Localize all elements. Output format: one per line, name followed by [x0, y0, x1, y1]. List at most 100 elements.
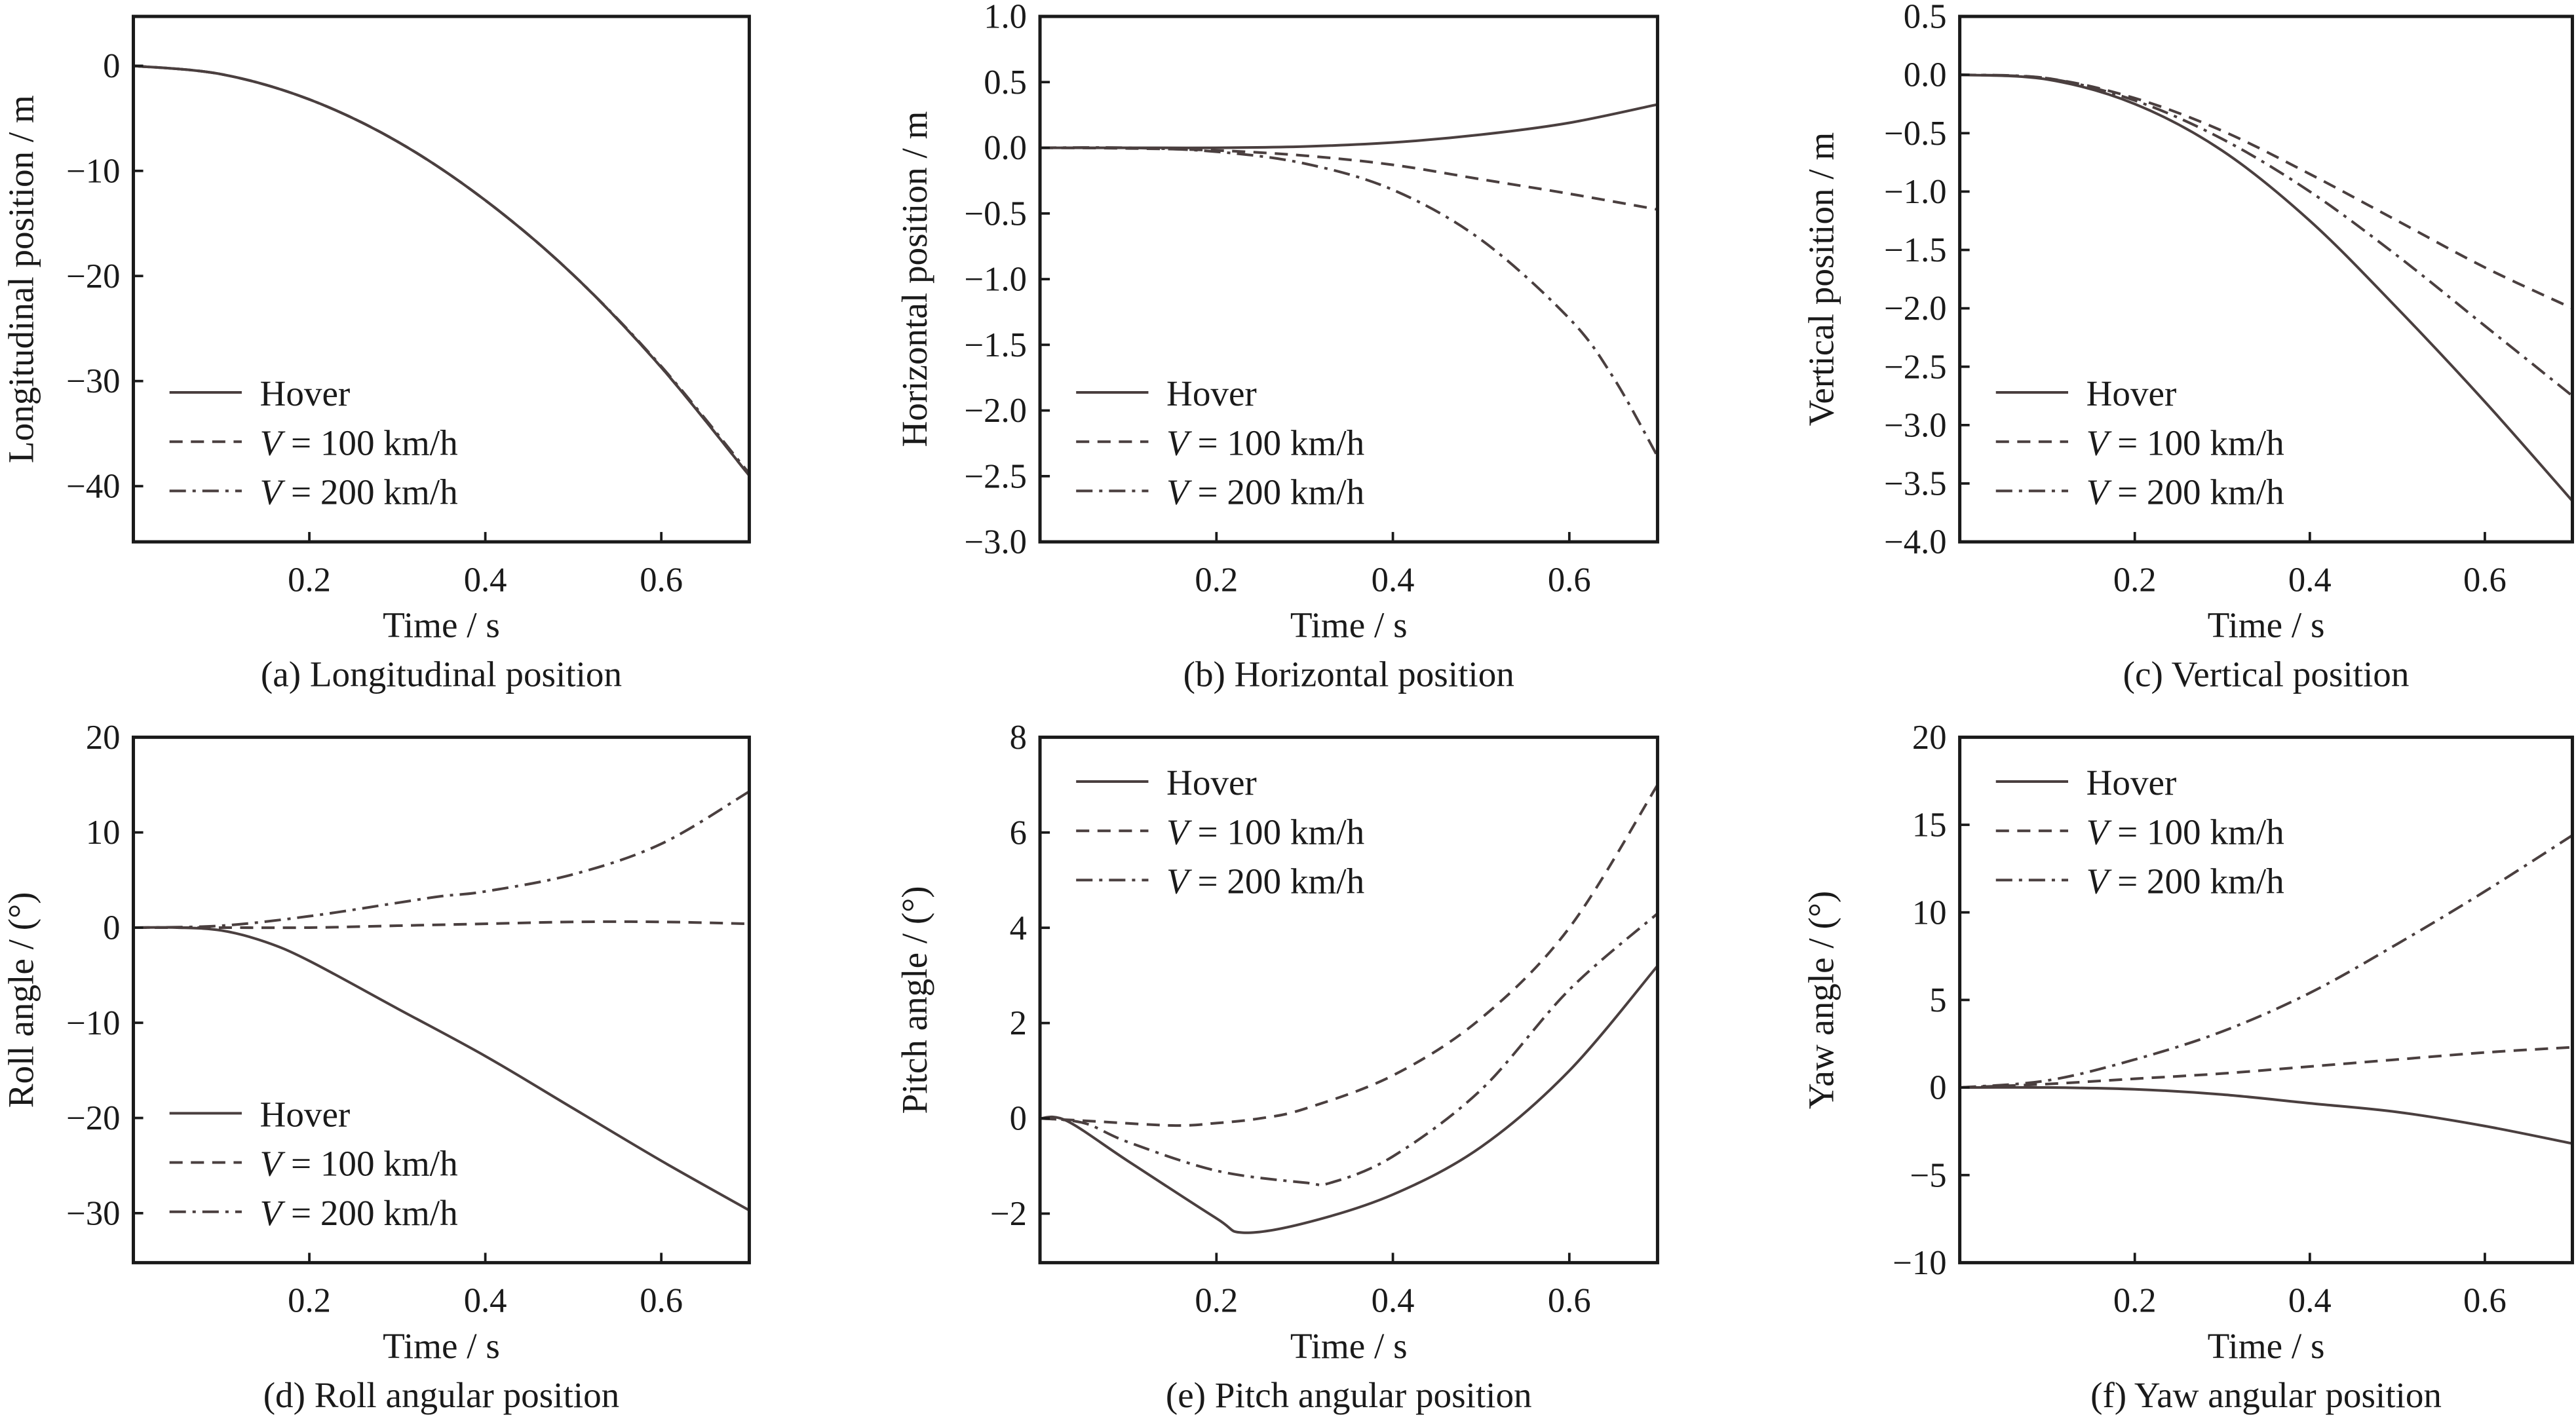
y-tick-label: −10 — [66, 152, 120, 190]
legend-label: = 100 km/h — [2108, 423, 2284, 463]
legend-variable: V — [2086, 472, 2112, 512]
y-tick-label: −2.0 — [1884, 290, 1946, 328]
panel-caption: (e) Pitch angular position — [1166, 1375, 1532, 1415]
y-tick-label: 0 — [1929, 1069, 1946, 1107]
x-axis-label: Time / s — [1290, 1326, 1408, 1366]
panel-caption: (f) Yaw angular position — [2090, 1375, 2442, 1415]
y-tick-label: −2 — [990, 1195, 1027, 1233]
series-line-v200 — [1959, 834, 2573, 1089]
series-line-v100 — [133, 64, 750, 477]
legend-label: = 100 km/h — [282, 1144, 457, 1184]
series-line-hover — [133, 64, 750, 477]
y-tick-label: 4 — [1010, 909, 1027, 947]
x-axis-label: Time / s — [1290, 605, 1408, 645]
x-tick-label: 0.4 — [2288, 561, 2332, 599]
series-line-v100 — [1959, 73, 2573, 310]
legend-label: Hover — [260, 1094, 351, 1134]
y-tick-label: −0.5 — [965, 195, 1027, 233]
y-tick-label: 15 — [1912, 806, 1947, 844]
y-tick-label: −3.0 — [1884, 406, 1946, 444]
legend-label: Hover — [1166, 763, 1257, 803]
x-axis-label: Time / s — [383, 1326, 500, 1366]
y-tick-label: 20 — [86, 719, 121, 757]
legend-variable: V — [260, 472, 286, 512]
chart-panel-b: 0.2 0.4 0.6 1.0 0.5 0.0 −0.5 −1.0 −1.5 −2.0 −2.5 −3… — [894, 0, 1659, 694]
y-tick-label: 10 — [1912, 894, 1947, 932]
legend-entry: Hover — [2086, 373, 2177, 413]
plot-frame — [1958, 14, 2574, 544]
legend-label: = 200 km/h — [2108, 472, 2284, 512]
panel-caption: (d) Roll angular position — [263, 1375, 620, 1415]
y-tick-label: −0.5 — [1884, 115, 1946, 153]
panel-caption: (c) Vertical position — [2123, 654, 2410, 694]
y-tick-label: −20 — [66, 257, 120, 295]
plot-frame — [132, 735, 751, 1264]
x-axis-label: Time / s — [2208, 605, 2325, 645]
legend-label: Hover — [1166, 373, 1257, 413]
legend-entry: V = 100 km/h — [1166, 812, 1364, 852]
y-tick-label: −1.0 — [965, 261, 1027, 299]
series-line-v100 — [133, 920, 750, 930]
x-tick-label: 0.4 — [1372, 561, 1415, 599]
legend-label: = 200 km/h — [282, 472, 457, 512]
legend-entry: Hover — [260, 373, 351, 413]
legend-entry: V = 100 km/h — [260, 423, 458, 463]
y-tick-label: 8 — [1010, 719, 1027, 757]
x-tick-label: 0.4 — [464, 561, 507, 599]
series-line-v200 — [133, 64, 750, 475]
legend-entry: Hover — [1166, 373, 1257, 413]
series-line-hover — [1959, 1086, 2573, 1145]
legend: Hover V = 100 km/hV = 200 km/h — [169, 1094, 458, 1233]
y-tick-label: 0 — [103, 47, 120, 85]
y-tick-label: 0 — [1010, 1100, 1027, 1138]
x-tick-label: 0.2 — [2113, 561, 2157, 599]
y-axis-label: Vertical position / m — [1801, 132, 1841, 426]
legend-label: = 200 km/h — [282, 1193, 457, 1233]
legend-variable: V — [1166, 861, 1192, 901]
y-tick-label: −30 — [66, 1194, 120, 1232]
y-tick-label: −40 — [66, 468, 120, 506]
y-axis-label: Pitch angle / (°) — [894, 886, 934, 1114]
x-tick-label: 0.6 — [2463, 561, 2507, 599]
legend-variable: V — [1166, 472, 1192, 512]
legend-variable: V — [260, 423, 286, 463]
legend-entry: V = 200 km/h — [2086, 861, 2284, 901]
legend-label: Hover — [260, 373, 351, 413]
legend-entry: V = 200 km/h — [260, 472, 458, 512]
legend-entry: Hover — [1166, 763, 1257, 803]
legend-label: = 200 km/h — [2108, 861, 2284, 901]
series-line-hover — [1040, 103, 1658, 149]
x-tick-label: 0.6 — [640, 1282, 683, 1320]
y-tick-label: 0 — [103, 909, 120, 947]
series-line-v200 — [1959, 73, 2573, 397]
legend-label: Hover — [2086, 373, 2177, 413]
y-tick-label: −10 — [1893, 1244, 1946, 1282]
legend-variable: V — [2086, 423, 2112, 463]
legend-entry: Hover — [2086, 763, 2177, 803]
legend-entry: V = 200 km/h — [2086, 472, 2284, 512]
chart-panel-f: 0.2 0.4 0.6 20 15 10 5 0 −5 −10 Time / s (f) Yaw an… — [1801, 719, 2574, 1415]
legend-label: Hover — [2086, 763, 2177, 803]
x-tick-label: 0.6 — [2463, 1282, 2507, 1320]
panel-caption: (b) Horizontal position — [1183, 654, 1514, 694]
legend-variable: V — [260, 1144, 286, 1184]
legend-label: = 100 km/h — [1189, 812, 1364, 852]
legend-variable: V — [2086, 812, 2112, 852]
legend-label: = 200 km/h — [1189, 861, 1364, 901]
y-tick-label: 0.5 — [984, 64, 1027, 102]
y-tick-label: −3.5 — [1884, 465, 1946, 503]
legend-entry: V = 100 km/h — [260, 1144, 458, 1184]
x-axis-label: Time / s — [383, 605, 500, 645]
y-tick-label: −1.5 — [965, 326, 1027, 364]
legend-entry: V = 100 km/h — [2086, 423, 2284, 463]
y-axis-label: Yaw angle / (°) — [1801, 891, 1841, 1109]
y-tick-label: −2.0 — [965, 392, 1027, 430]
y-axis-label: Horizontal position / m — [894, 111, 934, 447]
x-tick-label: 0.6 — [1548, 1282, 1591, 1320]
y-tick-label: −1.0 — [1884, 173, 1946, 211]
y-tick-label: −2.5 — [1884, 348, 1946, 386]
